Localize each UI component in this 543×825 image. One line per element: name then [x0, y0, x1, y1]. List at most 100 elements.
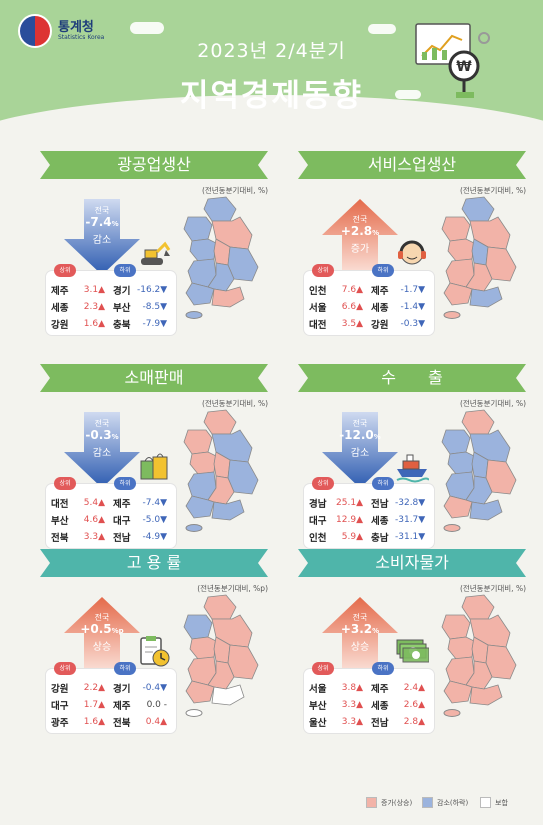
- map-region-jeju: [185, 524, 203, 532]
- region-name: 제주: [371, 683, 389, 695]
- region-value: 3.3▲: [83, 531, 105, 542]
- map-region: [203, 594, 237, 620]
- national-label: 전국: [94, 206, 110, 215]
- ranking-cell: 제주 3.1▲: [51, 283, 113, 297]
- org-sub: Statistics Korea: [58, 34, 105, 42]
- ranking-cell: 부산 3.3▲: [309, 698, 371, 712]
- indicator-panel: 고 용 률 (전년동분기대비, %p) 전국 +0.5%p 상승 상위 하위 강원 2.2▲ 경기…: [40, 549, 268, 734]
- map-region: [189, 636, 217, 660]
- map-region: [443, 282, 473, 306]
- region-value: 2.4▲: [403, 682, 425, 693]
- region-value: 3.5▲: [341, 318, 363, 329]
- ranking-cell: 세종 2.6▲: [371, 698, 433, 712]
- national-value-unit: %: [372, 627, 380, 635]
- map-region-jeju: [185, 709, 203, 717]
- region-name: 제주: [113, 498, 131, 510]
- region-name: 부산: [51, 515, 69, 527]
- top-tag: 상위: [312, 477, 334, 490]
- indicator-panel: 서비스업생산 (전년동분기대비, %) 전국 +2.8% 증가 상위 하위 인천 7.6▲ 제주 -…: [298, 151, 526, 336]
- ranking-rows: 제주 3.1▲ 경기 -16.2▼ 세종 2.3▲ 부산 -8.5▼ 강원 1.6▲ 충북 -7.9▼: [51, 281, 175, 332]
- region-value: -7.4▼: [142, 497, 167, 508]
- region-value: 2.3▲: [83, 301, 105, 312]
- korea-map: [441, 594, 517, 717]
- ranking-cell: 대전 5.4▲: [51, 496, 113, 510]
- svg-text:₩: ₩: [456, 59, 472, 75]
- national-label: 전국: [352, 613, 368, 622]
- ranking-cell: 대전 3.5▲: [309, 317, 371, 331]
- region-name: 대전: [51, 498, 69, 510]
- ranking-table: 상위 하위 강원 2.2▲ 경기 -0.4▼ 대구 1.7▲ 제주 0.0 - 광주 1.6▲ 전북 0.…: [46, 662, 176, 733]
- korea-map: [183, 594, 259, 717]
- panel-unit: (전년동분기대비, %): [459, 584, 526, 593]
- national-value-unit: %p: [111, 627, 124, 635]
- region-name: 제주: [113, 700, 131, 712]
- national-value-number: -12.0: [339, 428, 374, 442]
- ranking-cell: 충남 -31.1▼: [371, 530, 433, 544]
- chart-magnifier-icon: ₩: [415, 23, 490, 98]
- region-name: 제주: [51, 285, 69, 297]
- legend-label: 보합: [495, 798, 508, 807]
- national-figure: 전국 +2.8% 증가: [320, 214, 400, 255]
- page-subtitle: 2023년 2/4분기: [197, 40, 346, 62]
- region-name: 서울: [309, 302, 327, 314]
- panel-unit: (전년동분기대비, %): [201, 186, 268, 195]
- national-value-number: +3.2: [340, 622, 373, 636]
- ranking-cell: 울산 3.3▲: [309, 715, 371, 729]
- ranking-cell: 대구 1.7▲: [51, 698, 113, 712]
- ranking-cell: 경기 -16.2▼: [113, 283, 175, 297]
- down-arrow-icon: [64, 199, 140, 275]
- map-region: [189, 451, 217, 475]
- map-region-jeju: [443, 311, 461, 319]
- national-value-unit: %: [111, 220, 119, 228]
- ranking-cell: 전북 3.3▲: [51, 530, 113, 544]
- region-value: -16.2▼: [137, 284, 168, 295]
- panel-title: 광공업생산: [40, 151, 268, 179]
- national-figure: 전국 -12.0% 감소: [320, 418, 400, 459]
- national-value: -0.3%: [62, 429, 142, 444]
- ranking-cell: 제주 0.0 -: [113, 698, 175, 712]
- region-value: -8.5▼: [142, 301, 167, 312]
- bottom-tag: 하위: [114, 662, 136, 675]
- table-row: 세종 2.3▲ 부산 -8.5▼: [51, 298, 175, 315]
- table-row: 부산 4.6▲ 대구 -5.0▼: [51, 511, 175, 528]
- national-value-unit: %: [111, 433, 119, 441]
- panel-unit: (전년동분기대비, %p): [197, 584, 268, 593]
- map-region: [185, 282, 215, 306]
- region-name: 세종: [371, 700, 389, 712]
- map-region: [189, 238, 217, 262]
- map-region: [461, 196, 495, 222]
- map-region: [183, 614, 213, 640]
- ranking-rows: 서울 3.8▲ 제주 2.4▲ 부산 3.3▲ 세종 2.6▲ 울산 3.3▲ 전남 2.8▲: [309, 679, 433, 730]
- table-row: 광주 1.6▲ 전북 0.4▲: [51, 713, 175, 730]
- indicator-panel: 소매판매 (전년동분기대비, %) 전국 -0.3% 감소 상위 하위 대전 5.4▲ 제주 -7.…: [40, 364, 268, 549]
- korea-map: [183, 409, 259, 532]
- map-region: [441, 429, 471, 455]
- map-region: [443, 680, 473, 704]
- region-name: 전남: [113, 532, 131, 544]
- region-value: -0.3▼: [400, 318, 425, 329]
- region-name: 세종: [51, 302, 69, 314]
- map-region-jeju: [443, 709, 461, 717]
- legend-label: 증가(상승): [381, 798, 413, 807]
- up-arrow-icon: [64, 597, 140, 673]
- table-row: 인천 5.9▲ 충남 -31.1▼: [309, 528, 433, 545]
- national-value-unit: %: [373, 433, 381, 441]
- ranking-cell: 강원 1.6▲: [51, 317, 113, 331]
- region-name: 대구: [309, 515, 327, 527]
- ranking-cell: 서울 6.6▲: [309, 300, 371, 314]
- region-value: -31.1▼: [395, 531, 426, 542]
- map-region-jeju: [185, 311, 203, 319]
- money-icon: [396, 639, 429, 663]
- region-name: 대구: [51, 700, 69, 712]
- national-direction: 감소: [350, 448, 370, 459]
- up-arrow-icon: [322, 199, 398, 275]
- indicator-panel: 수 출 (전년동분기대비, %) 전국 -12.0% 감소 상위 하위 경남 25.1▲ 전남 -3…: [298, 364, 526, 549]
- top-tag: 상위: [312, 662, 334, 675]
- national-label: 전국: [94, 419, 110, 428]
- national-direction: 감소: [92, 448, 112, 459]
- region-value: -7.9▼: [142, 318, 167, 329]
- map-region: [211, 286, 245, 308]
- down-arrow-icon: [64, 412, 140, 488]
- region-name: 경기: [113, 683, 131, 695]
- region-value: 5.4▲: [83, 497, 105, 508]
